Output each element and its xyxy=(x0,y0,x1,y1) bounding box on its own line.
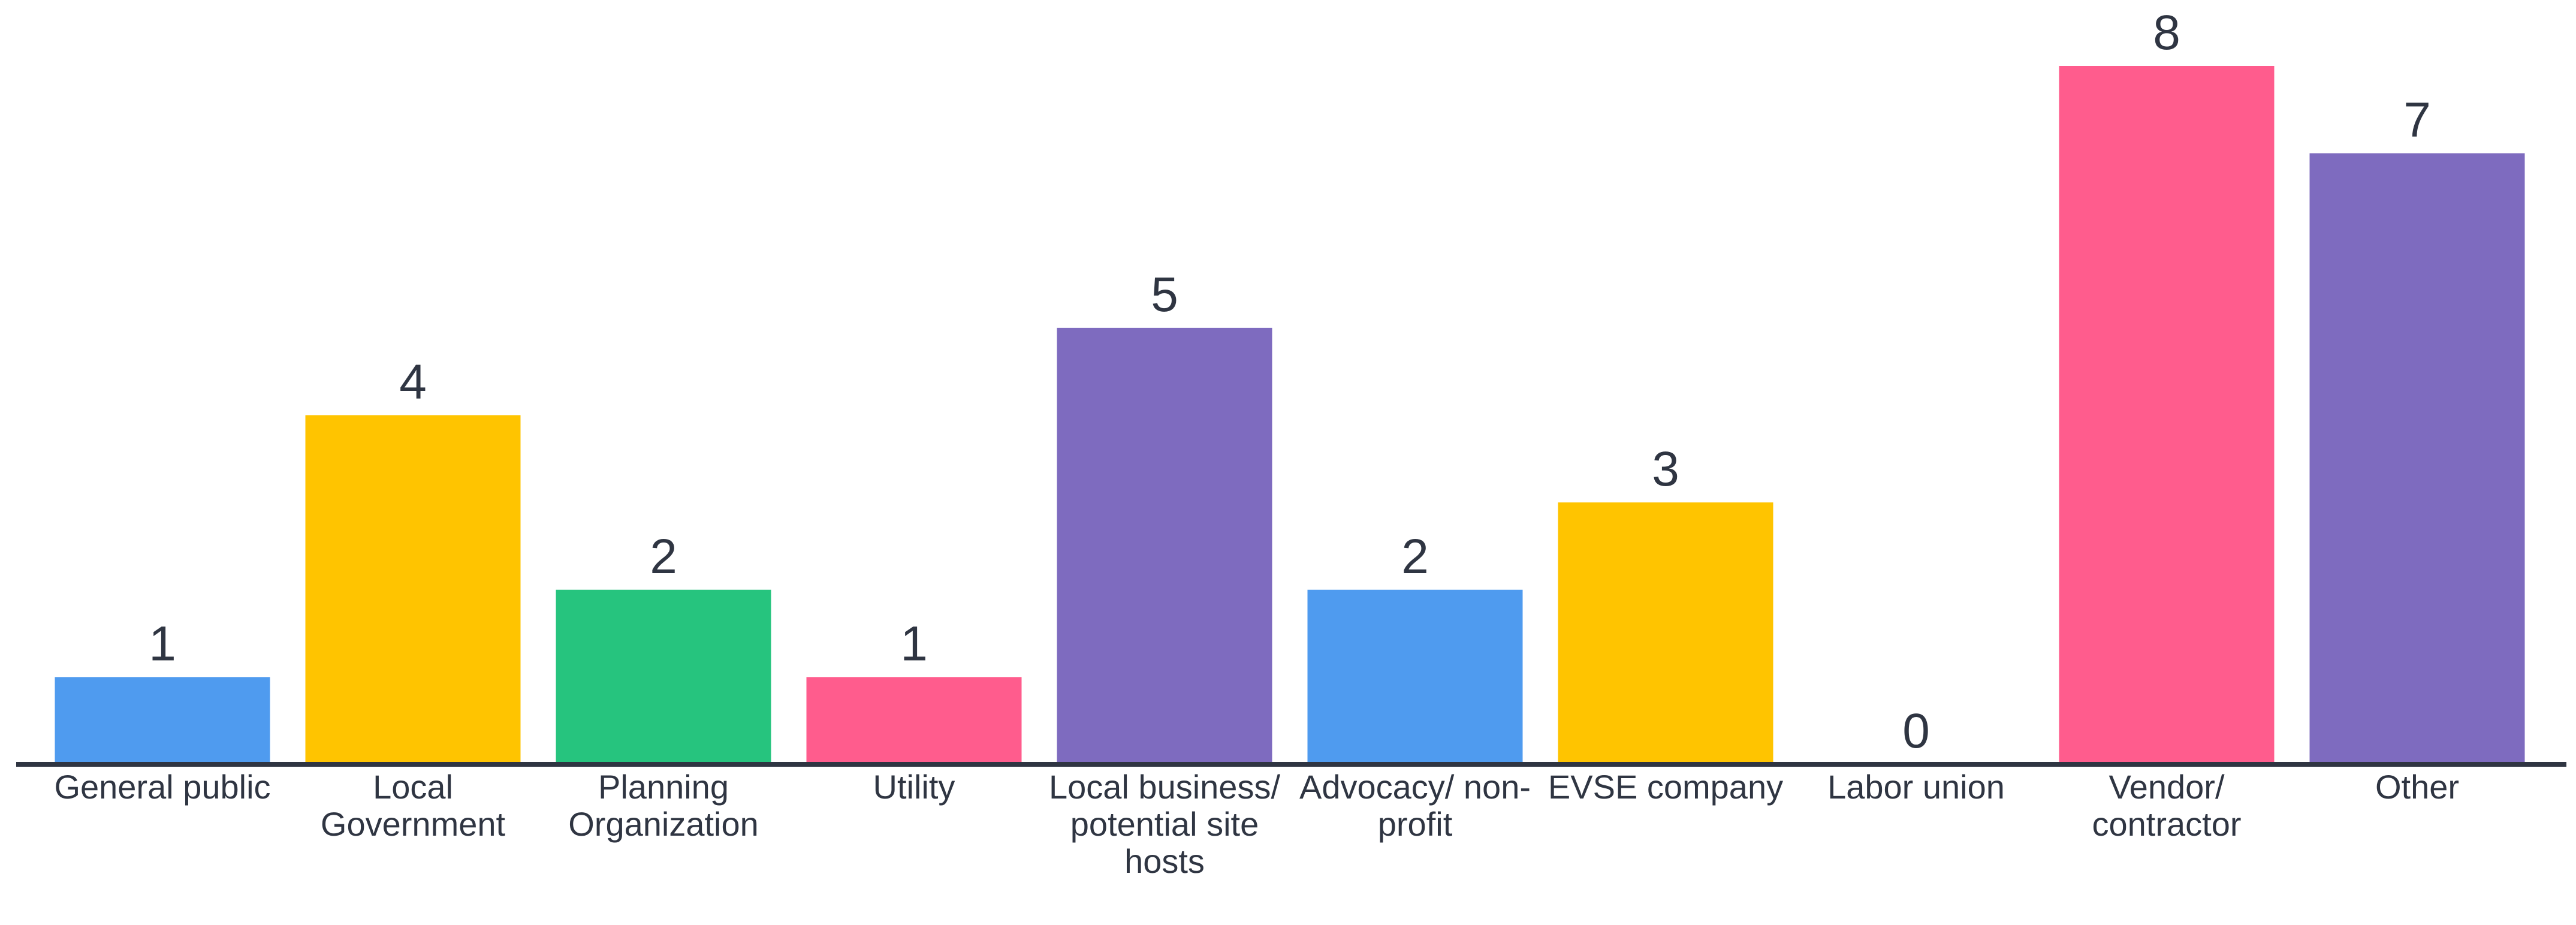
bar xyxy=(1057,327,1272,764)
x-tick-label: Planning Organization xyxy=(568,768,759,843)
value-label: 3 xyxy=(1652,442,1679,496)
bar xyxy=(2059,66,2275,764)
value-label: 0 xyxy=(1902,704,1930,758)
x-tick-label: Utility xyxy=(873,768,955,806)
bar xyxy=(556,589,771,764)
bar xyxy=(55,677,270,764)
x-tick-label: Labor union xyxy=(1827,768,2005,806)
value-label: 1 xyxy=(900,616,928,671)
value-label: 5 xyxy=(1151,267,1178,322)
value-label: 2 xyxy=(650,529,677,584)
x-tick-label: General public xyxy=(54,768,271,806)
value-label: 8 xyxy=(2153,5,2180,60)
x-tick-label: EVSE company xyxy=(1548,768,1784,806)
x-tick-label: Advocacy/ non-profit xyxy=(1299,768,1531,843)
x-tick-label: Local Government xyxy=(320,768,506,843)
bar xyxy=(806,677,1022,764)
value-label: 4 xyxy=(399,355,427,409)
bar xyxy=(2309,153,2525,764)
x-tick-label: Vendor/ contractor xyxy=(2092,768,2242,843)
bar xyxy=(1307,589,1523,764)
bar xyxy=(1558,502,1773,764)
bar xyxy=(305,415,521,764)
x-tick-label: Local business/ potential site hosts xyxy=(1048,768,1280,880)
value-label: 1 xyxy=(149,616,176,671)
value-label: 7 xyxy=(2403,93,2431,147)
x-tick-label: Other xyxy=(2375,768,2460,806)
value-label: 2 xyxy=(1401,529,1429,584)
